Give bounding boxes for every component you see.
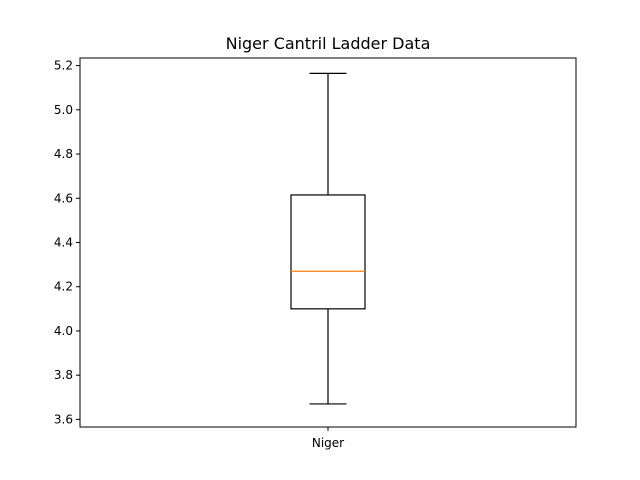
plot-area: [290, 72, 366, 405]
y-tick-label: 4.6: [54, 191, 73, 205]
plot-frame: [79, 57, 577, 428]
y-tick-label: 5.2: [54, 59, 73, 73]
y-tick-label: 4.2: [54, 280, 73, 294]
y-tick-label: 3.6: [54, 412, 73, 426]
y-tick-label: 4.4: [54, 236, 73, 250]
x-axis: Niger: [312, 427, 344, 450]
y-tick-label: 5.0: [54, 103, 73, 117]
x-tick-label: Niger: [312, 436, 344, 450]
y-tick-label: 4.0: [54, 324, 73, 338]
iqr-box: [290, 194, 366, 310]
y-tick-label: 3.8: [54, 368, 73, 382]
chart-title: Niger Cantril Ladder Data: [226, 34, 431, 53]
y-axis: 3.6 3.8 4.0 4.2 4.4 4.6 4.8 5.0 5.2: [54, 59, 80, 426]
y-tick-label: 4.8: [54, 147, 73, 161]
